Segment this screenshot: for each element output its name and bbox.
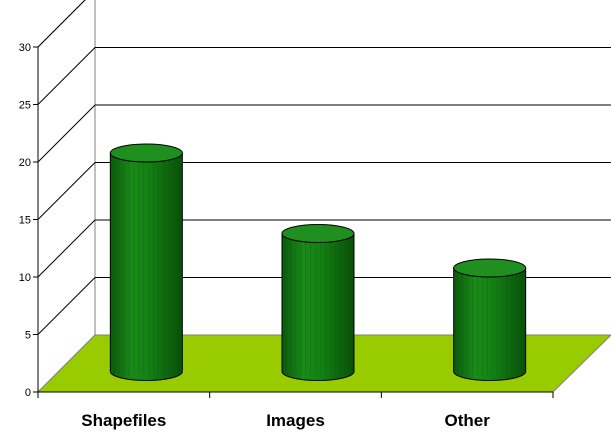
bar-body <box>109 152 183 381</box>
bar-top <box>109 143 183 163</box>
bar-body <box>281 233 355 381</box>
bar-top <box>281 224 355 243</box>
y-tick-label: 10 <box>19 272 31 284</box>
x-category-label: Images <box>266 411 325 430</box>
gridline-side <box>37 104 96 163</box>
bar-shapefiles <box>109 143 183 381</box>
y-tick-label: 0 <box>25 387 31 399</box>
bars <box>109 143 527 381</box>
x-axis: Shapefiles Images Other <box>37 391 554 430</box>
y-tick-label: 5 <box>25 330 31 342</box>
y-tick-label: 25 <box>19 100 31 112</box>
gridline-side <box>37 219 96 278</box>
bar-images <box>281 224 355 381</box>
gridline-side <box>37 47 96 105</box>
y-axis: 0 5 10 15 20 25 30 <box>19 42 39 399</box>
bar-other <box>453 258 527 381</box>
gridline-side <box>37 162 96 220</box>
side-wall <box>37 0 96 394</box>
gridline-side <box>37 0 86 48</box>
bar-top <box>453 258 527 278</box>
y-tick-label: 15 <box>19 215 31 227</box>
bar-body <box>453 267 527 381</box>
x-category-label: Other <box>444 411 490 430</box>
y-tick-label: 20 <box>19 157 31 169</box>
x-category-label: Shapefiles <box>81 411 166 430</box>
y-tick-label: 30 <box>19 42 31 54</box>
chart-walls <box>37 0 96 394</box>
gridline-side <box>37 277 96 335</box>
